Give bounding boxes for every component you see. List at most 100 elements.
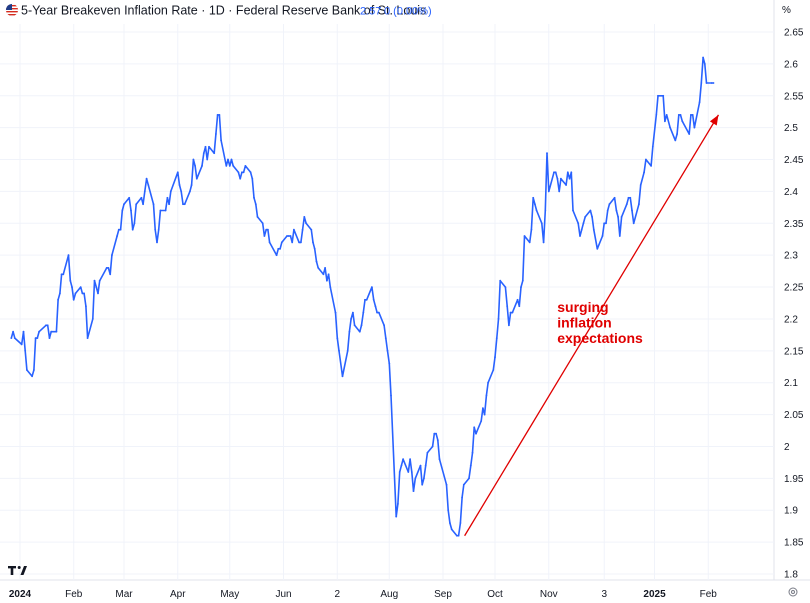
data-point — [475, 432, 477, 435]
data-point — [528, 241, 531, 244]
annotation-arrow-line — [464, 114, 720, 537]
data-point — [183, 203, 186, 206]
tradingview-logo-icon[interactable] — [8, 566, 27, 575]
data-point — [374, 305, 377, 308]
data-point — [317, 267, 320, 269]
data-point — [703, 63, 706, 65]
y-tick-label: 2.5 — [784, 123, 798, 134]
data-point — [499, 279, 502, 282]
data-point — [341, 375, 344, 378]
data-point — [438, 458, 441, 461]
y-tick-label: 2.1 — [784, 378, 798, 389]
data-point — [83, 292, 85, 295]
data-point — [268, 241, 271, 244]
data-point — [166, 196, 169, 199]
data-point — [291, 241, 294, 244]
data-point — [378, 311, 380, 314]
data-point — [577, 222, 580, 225]
data-point — [254, 203, 257, 206]
data-point — [657, 94, 659, 97]
data-point — [461, 496, 463, 499]
x-tick-label: Nov — [540, 589, 558, 600]
y-tick-label: 2.45 — [784, 155, 804, 166]
data-point — [327, 273, 330, 276]
x-tick-label: 2 — [334, 589, 340, 600]
data-point — [128, 196, 131, 199]
data-point — [395, 515, 398, 518]
data-point — [202, 152, 205, 155]
data-point — [326, 279, 328, 282]
time-axis[interactable]: 2024 Feb Mar Apr May Jun 2 Aug Sep Oct Nov 3 2025 Feb — [9, 589, 717, 600]
data-point — [410, 471, 413, 473]
data-point — [589, 209, 592, 212]
data-point — [22, 330, 25, 333]
data-point — [554, 171, 557, 174]
data-point — [376, 311, 378, 314]
chart-title[interactable]: 5-Year Breakeven Inflation Rate · 1D · F… — [21, 4, 426, 18]
data-point — [109, 273, 112, 276]
x-tick-label: Jun — [275, 589, 291, 600]
data-point — [520, 286, 522, 288]
data-point — [241, 171, 243, 174]
data-point — [48, 337, 51, 339]
data-point — [59, 292, 61, 295]
data-point — [130, 209, 132, 212]
data-point — [147, 184, 150, 186]
data-point — [494, 356, 496, 359]
us-flag-icon — [5, 3, 19, 17]
data-point — [293, 228, 295, 231]
data-point — [615, 209, 618, 212]
data-point — [169, 190, 172, 193]
data-point — [20, 343, 23, 346]
data-point — [228, 165, 231, 167]
data-point — [372, 298, 375, 301]
data-point — [159, 209, 162, 212]
data-point — [655, 114, 658, 116]
data-point — [232, 165, 235, 167]
data-point — [350, 318, 352, 320]
data-point — [289, 235, 292, 237]
data-point — [449, 522, 451, 524]
data-point — [407, 471, 410, 473]
gear-icon[interactable] — [788, 587, 798, 597]
data-point — [535, 209, 538, 212]
data-point — [596, 247, 599, 250]
price-axis[interactable]: 1.8 1.85 1.9 1.95 2 2.05 2.1 2.15 2.2 2.25 2.3 2.35… — [784, 28, 804, 581]
data-point — [480, 420, 483, 422]
y-tick-label: 2.65 — [784, 28, 804, 39]
data-point — [618, 235, 621, 237]
data-point — [542, 241, 545, 244]
data-point — [627, 196, 630, 199]
data-point — [456, 534, 458, 537]
data-point — [540, 222, 543, 225]
data-point — [334, 311, 337, 314]
data-point — [482, 407, 484, 410]
data-point — [712, 82, 715, 84]
data-point — [601, 235, 604, 237]
data-point — [38, 330, 40, 333]
y-tick-label: 2.15 — [784, 346, 804, 357]
data-point — [57, 298, 59, 301]
data-point — [195, 177, 198, 180]
data-point — [497, 318, 500, 320]
data-point — [414, 477, 417, 480]
data-point — [592, 228, 595, 231]
data-point — [412, 490, 415, 492]
x-tick-label: Apr — [170, 589, 186, 600]
data-point — [608, 203, 611, 206]
data-point — [313, 247, 316, 250]
data-point — [143, 190, 146, 193]
data-point — [24, 349, 27, 352]
data-point — [643, 171, 645, 174]
data-point — [591, 216, 593, 218]
data-point — [419, 464, 422, 467]
data-point — [352, 311, 354, 314]
data-point — [364, 298, 366, 301]
data-point — [384, 337, 387, 339]
data-point — [487, 381, 489, 384]
data-point — [693, 126, 696, 129]
data-point — [511, 311, 514, 314]
data-point — [156, 241, 158, 244]
data-point — [329, 286, 332, 288]
